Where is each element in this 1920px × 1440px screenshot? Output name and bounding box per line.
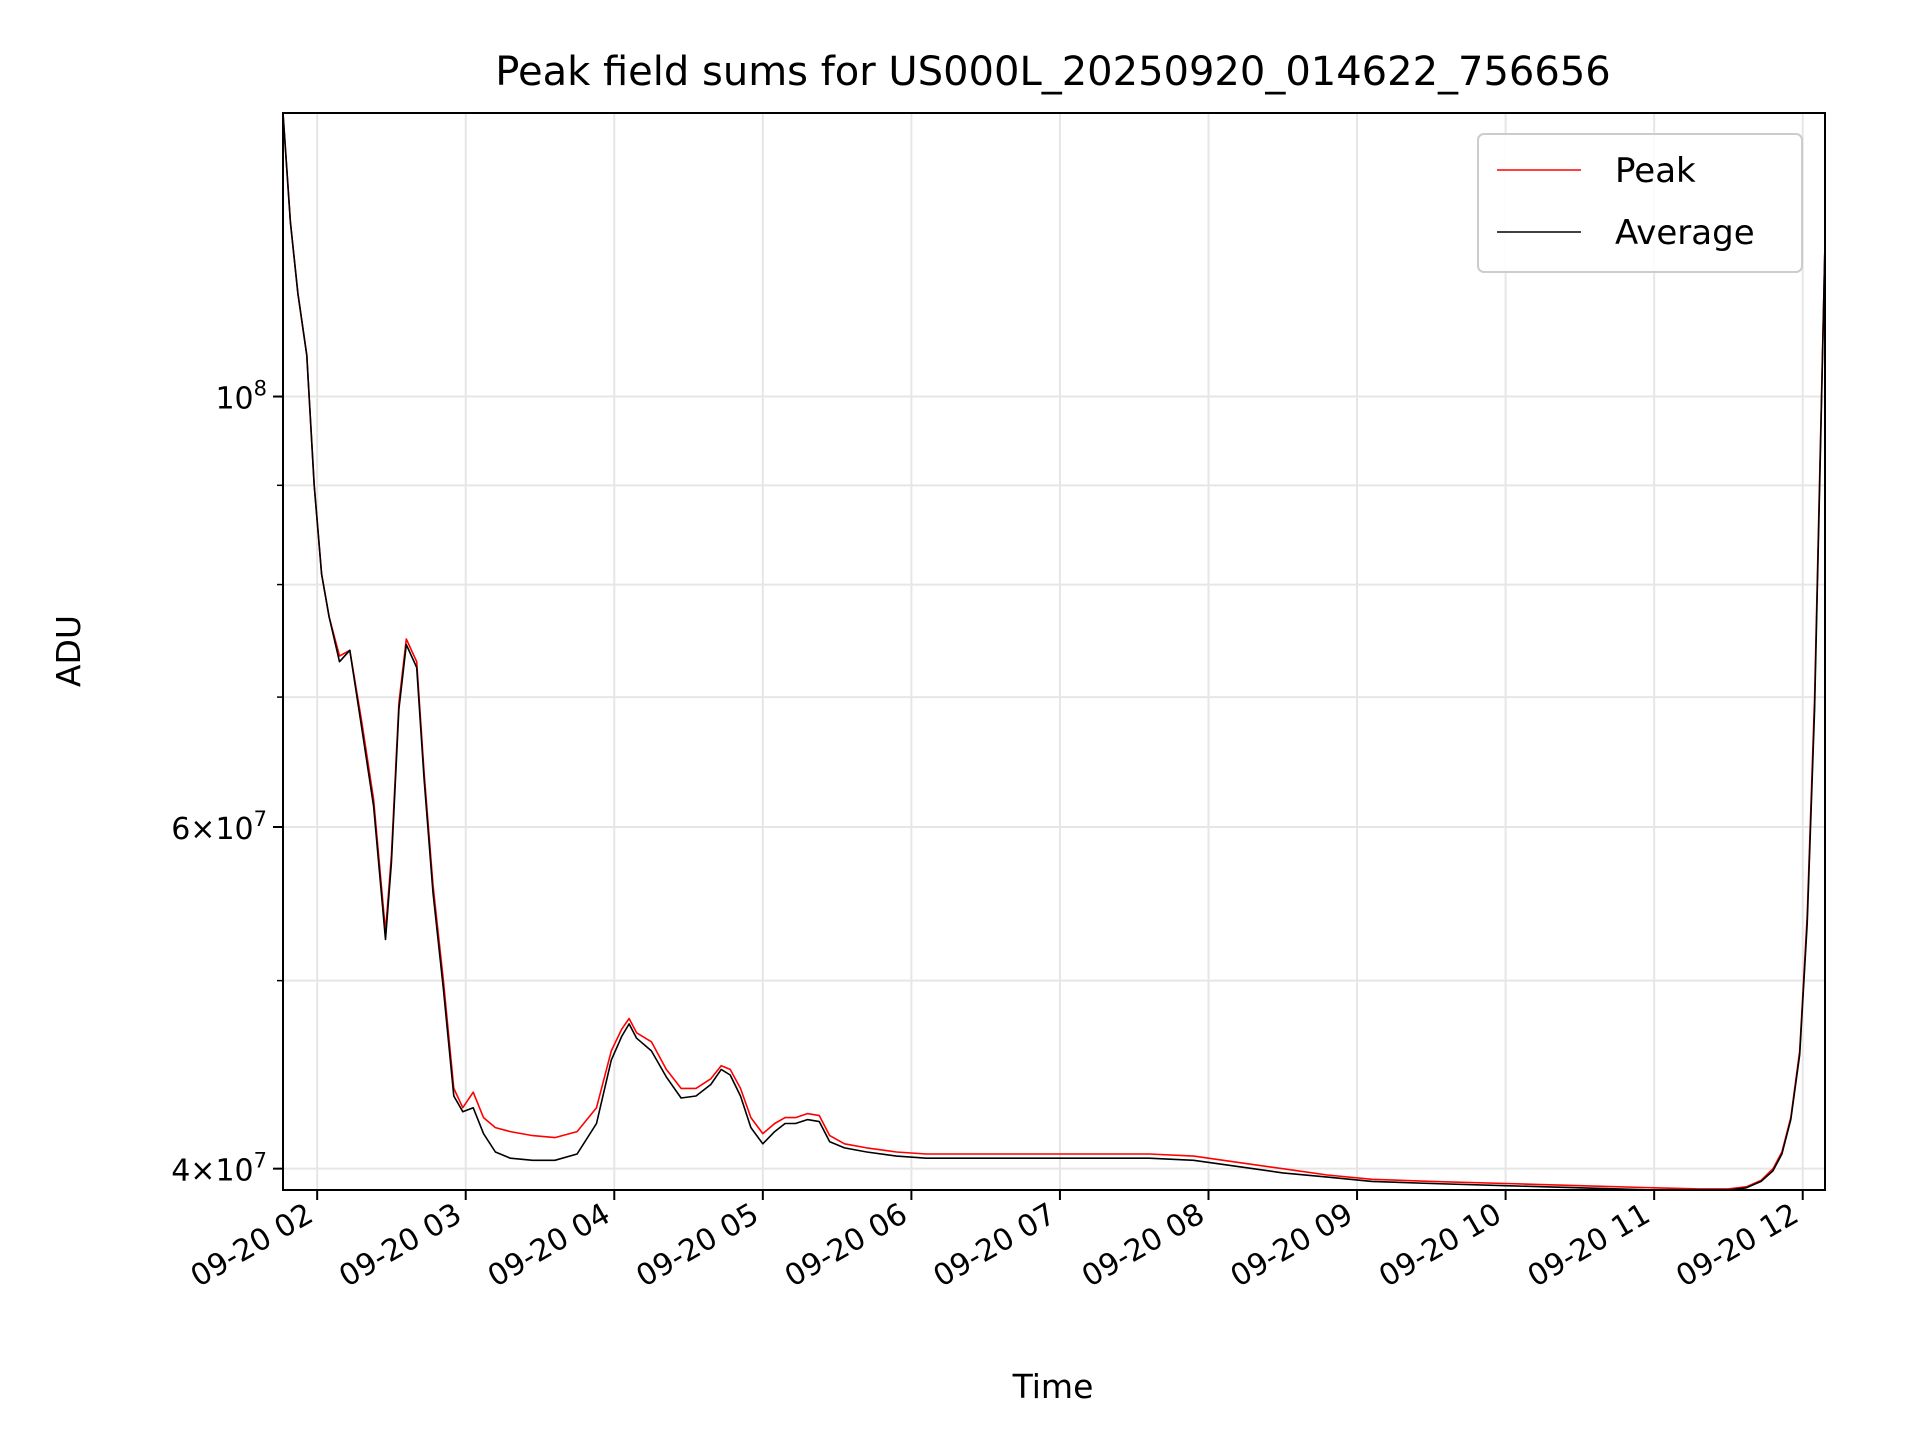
plot-frame [282,112,1826,1191]
series-line-average [283,113,1825,1190]
legend-box [1477,133,1803,273]
legend: Peak Average [1477,133,1803,273]
series-layer [283,113,1825,1190]
y-axis-label: ADU [49,615,88,687]
y-tick-label: 6×107 [171,807,267,847]
x-axis-label: Time [1012,1367,1094,1406]
chart-title: Peak field sums for US000L_20250920_0146… [495,49,1610,95]
legend-label-average: Average [1615,213,1755,253]
y-tick-label: 108 [215,377,267,417]
y-axis-ticks: 4×107 6×107 108 [171,377,283,1189]
legend-label-peak: Peak [1615,151,1696,191]
y-tick-label: 4×107 [171,1149,267,1189]
